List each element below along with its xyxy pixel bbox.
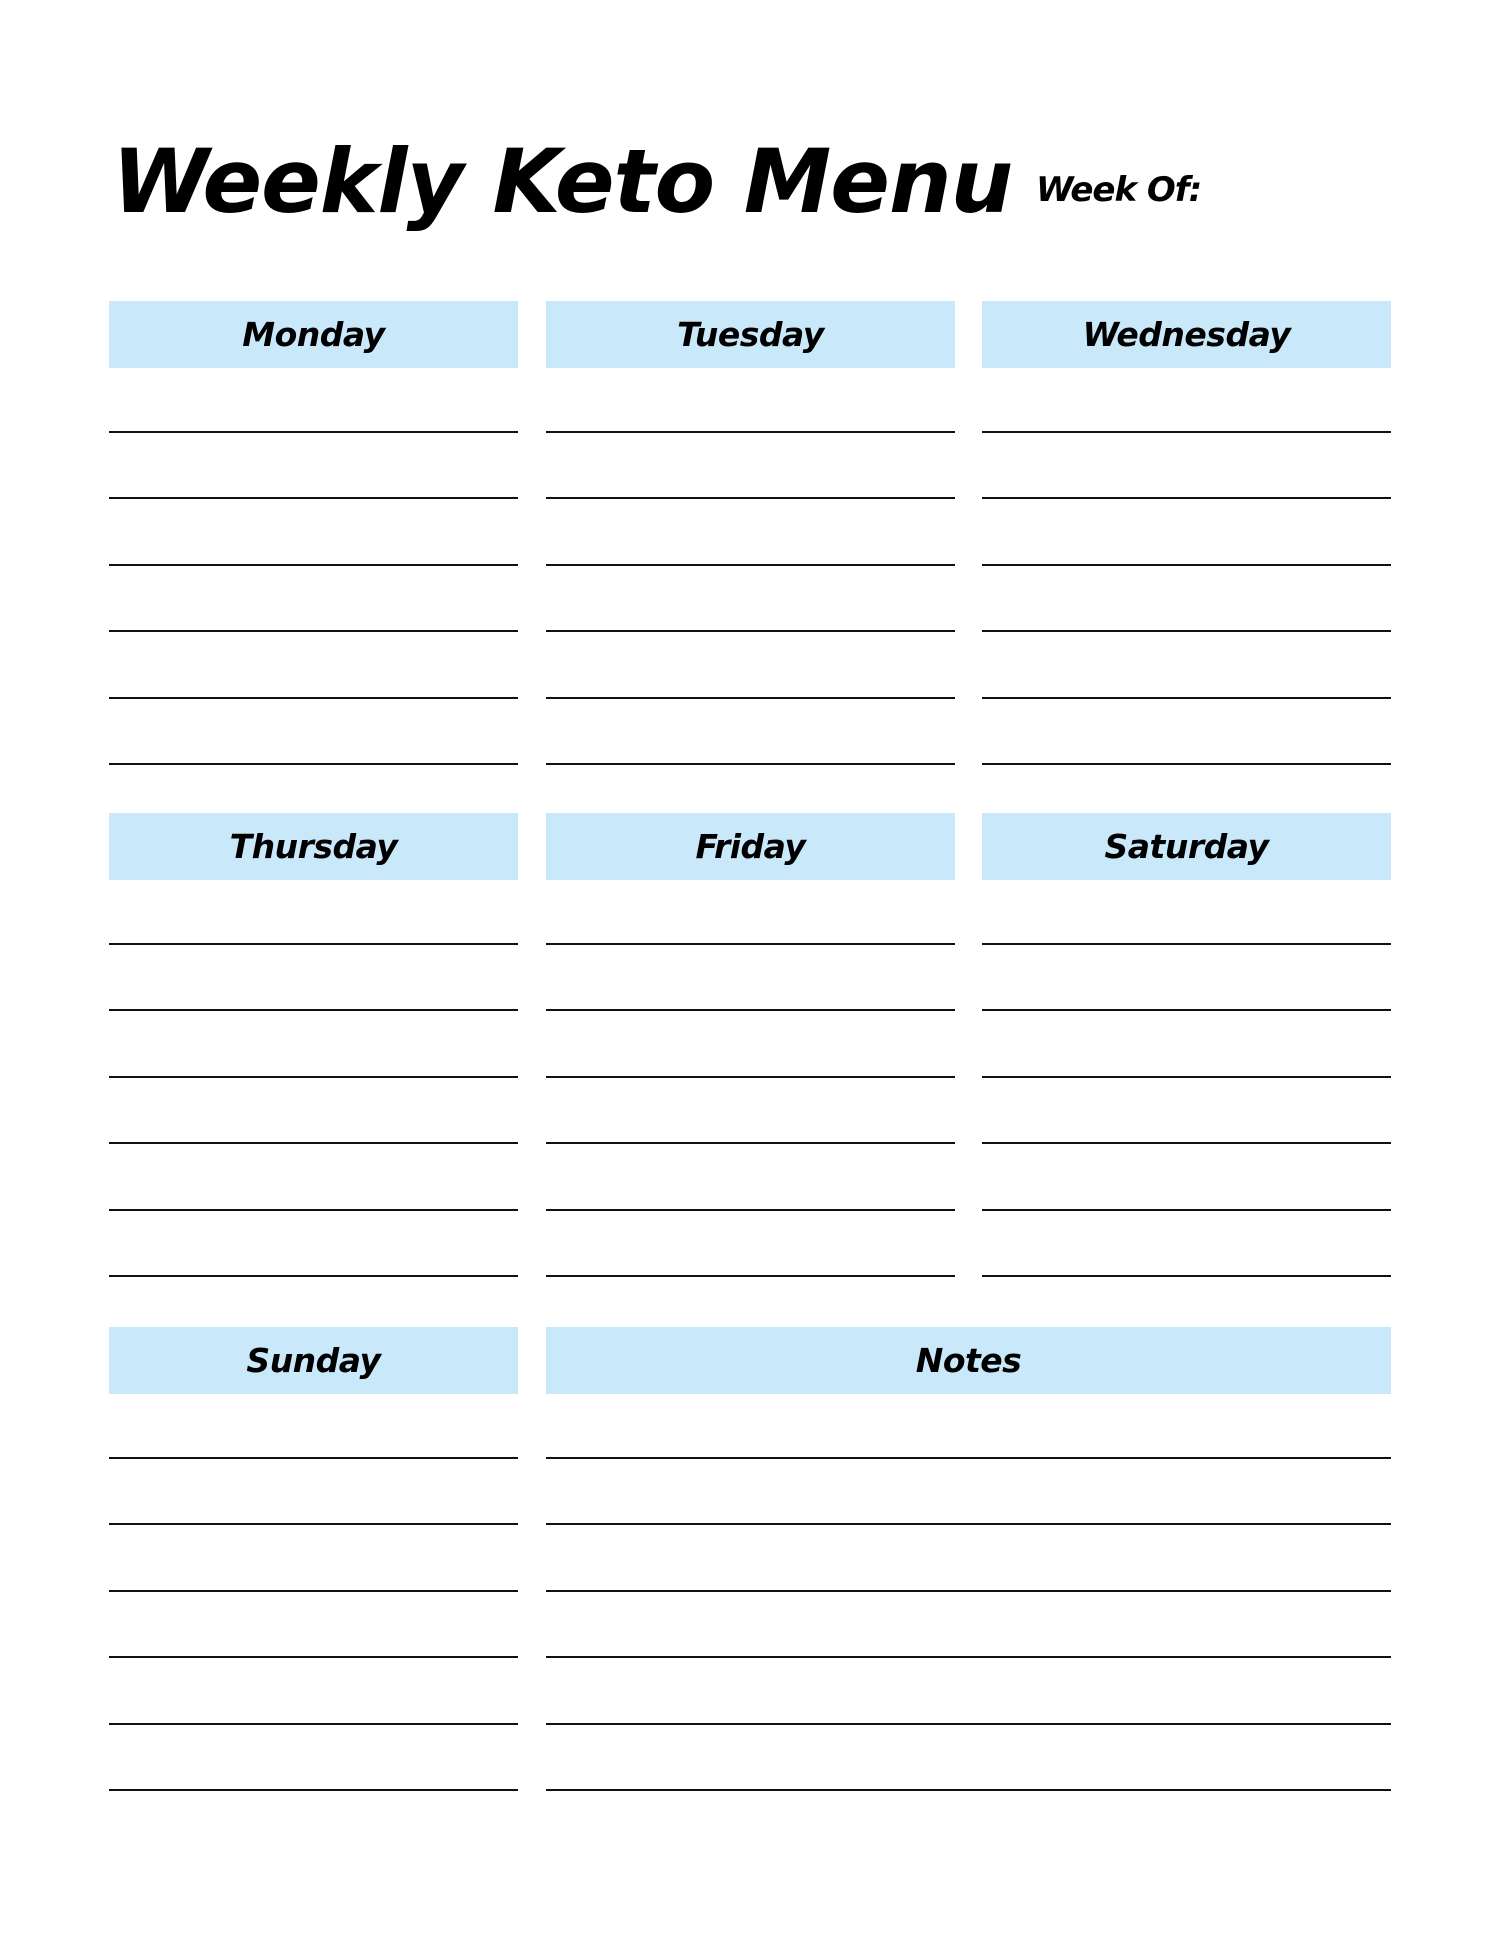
writing-line[interactable] <box>546 1656 1391 1659</box>
writing-line[interactable] <box>982 1208 1391 1211</box>
writing-line[interactable] <box>982 1075 1391 1078</box>
writing-line[interactable] <box>109 1275 518 1277</box>
writing-line[interactable] <box>109 1656 518 1659</box>
section-header: Tuesday <box>546 301 955 368</box>
writing-line[interactable] <box>982 943 1391 945</box>
writing-line[interactable] <box>109 943 518 945</box>
section-header: Notes <box>546 1327 1391 1394</box>
section-header: Thursday <box>109 813 518 880</box>
writing-line[interactable] <box>109 431 518 433</box>
writing-line[interactable] <box>982 431 1391 433</box>
writing-line[interactable] <box>546 1789 1391 1791</box>
writing-line[interactable] <box>982 497 1391 500</box>
section-notes: Notes <box>546 1327 1391 1827</box>
section-header: Friday <box>546 813 955 880</box>
section-header: Saturday <box>982 813 1391 880</box>
writing-line[interactable] <box>982 1275 1391 1277</box>
writing-line[interactable] <box>546 563 955 566</box>
writing-line[interactable] <box>109 1208 518 1211</box>
writing-line[interactable] <box>109 1075 518 1078</box>
writing-line[interactable] <box>109 1142 518 1145</box>
writing-line[interactable] <box>109 1457 518 1459</box>
writing-line[interactable] <box>546 1009 955 1012</box>
section-header: Monday <box>109 301 518 368</box>
writing-line[interactable] <box>109 1009 518 1012</box>
section-header: Sunday <box>109 1327 518 1394</box>
section-tuesday: Tuesday <box>546 301 955 801</box>
writing-line[interactable] <box>546 1589 1391 1592</box>
writing-line[interactable] <box>546 696 955 699</box>
writing-line[interactable] <box>546 1275 955 1277</box>
writing-line[interactable] <box>982 763 1391 765</box>
section-header: Wednesday <box>982 301 1391 368</box>
writing-line[interactable] <box>982 563 1391 566</box>
writing-line[interactable] <box>109 1523 518 1526</box>
writing-line[interactable] <box>546 943 955 945</box>
writing-line[interactable] <box>546 1722 1391 1725</box>
writing-line[interactable] <box>109 1589 518 1592</box>
writing-line[interactable] <box>982 1009 1391 1012</box>
week-of-label: Week Of: <box>1036 170 1202 210</box>
section-sunday: Sunday <box>109 1327 518 1827</box>
section-friday: Friday <box>546 813 955 1313</box>
writing-line[interactable] <box>546 1523 1391 1526</box>
writing-line[interactable] <box>546 763 955 765</box>
section-monday: Monday <box>109 301 518 801</box>
writing-line[interactable] <box>546 497 955 500</box>
writing-line[interactable] <box>546 1142 955 1145</box>
writing-line[interactable] <box>546 1075 955 1078</box>
writing-line[interactable] <box>982 696 1391 699</box>
section-saturday: Saturday <box>982 813 1391 1313</box>
writing-line[interactable] <box>109 1722 518 1725</box>
section-thursday: Thursday <box>109 813 518 1313</box>
writing-line[interactable] <box>982 630 1391 633</box>
section-wednesday: Wednesday <box>982 301 1391 801</box>
writing-line[interactable] <box>546 431 955 433</box>
writing-line[interactable] <box>109 497 518 500</box>
writing-line[interactable] <box>546 630 955 633</box>
writing-line[interactable] <box>109 1789 518 1791</box>
page-title: Weekly Keto Menu <box>112 130 1013 233</box>
writing-line[interactable] <box>109 563 518 566</box>
writing-line[interactable] <box>109 763 518 765</box>
writing-line[interactable] <box>109 630 518 633</box>
writing-line[interactable] <box>982 1142 1391 1145</box>
writing-line[interactable] <box>546 1457 1391 1459</box>
writing-line[interactable] <box>546 1208 955 1211</box>
writing-line[interactable] <box>109 696 518 699</box>
